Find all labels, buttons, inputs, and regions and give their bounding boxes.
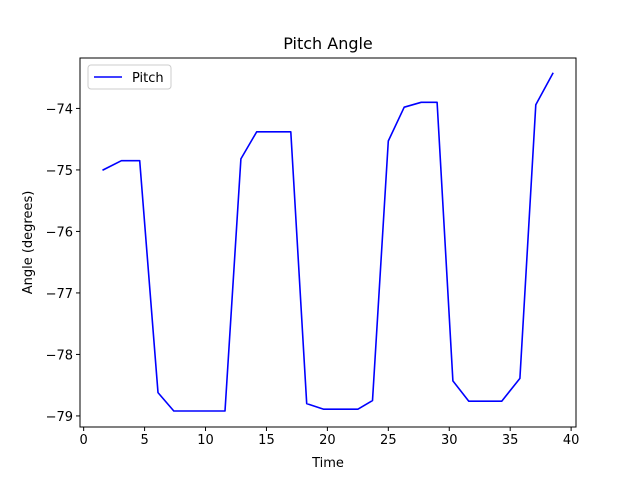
x-tick-label: 30 — [441, 433, 458, 448]
x-tick-label: 5 — [140, 433, 148, 448]
x-axis-ticks: 0 5 10 15 20 25 30 35 40 — [80, 427, 580, 448]
x-tick-label: 10 — [197, 433, 214, 448]
x-axis-label: Time — [311, 456, 344, 471]
y-tick-label: −77 — [46, 287, 73, 302]
y-axis-label: Angle (degrees) — [21, 191, 36, 295]
chart-title: Pitch Angle — [283, 34, 373, 53]
y-tick-label: −78 — [46, 348, 73, 363]
series-line-pitch — [102, 72, 554, 412]
y-tick-label: −76 — [46, 225, 73, 240]
x-tick-label: 35 — [502, 433, 519, 448]
x-tick-label: 40 — [563, 433, 580, 448]
axes-frame — [79, 57, 577, 428]
legend: Pitch — [87, 64, 172, 90]
legend-label-pitch: Pitch — [132, 71, 164, 86]
y-axis-ticks: −79 −78 −77 −76 −75 −74 — [46, 102, 80, 425]
y-tick-label: −74 — [46, 102, 73, 117]
x-tick-label: 0 — [80, 433, 88, 448]
plot-area: 0 5 10 15 20 25 30 35 40 −79 −78 −77 −76 −75 −74 — [46, 57, 580, 448]
x-tick-label: 25 — [380, 433, 397, 448]
series-layer — [102, 72, 554, 412]
y-tick-label: −75 — [46, 164, 73, 179]
y-tick-label: −79 — [46, 410, 73, 425]
x-tick-label: 15 — [258, 433, 275, 448]
legend-frame — [87, 64, 172, 90]
x-tick-label: 20 — [319, 433, 336, 448]
